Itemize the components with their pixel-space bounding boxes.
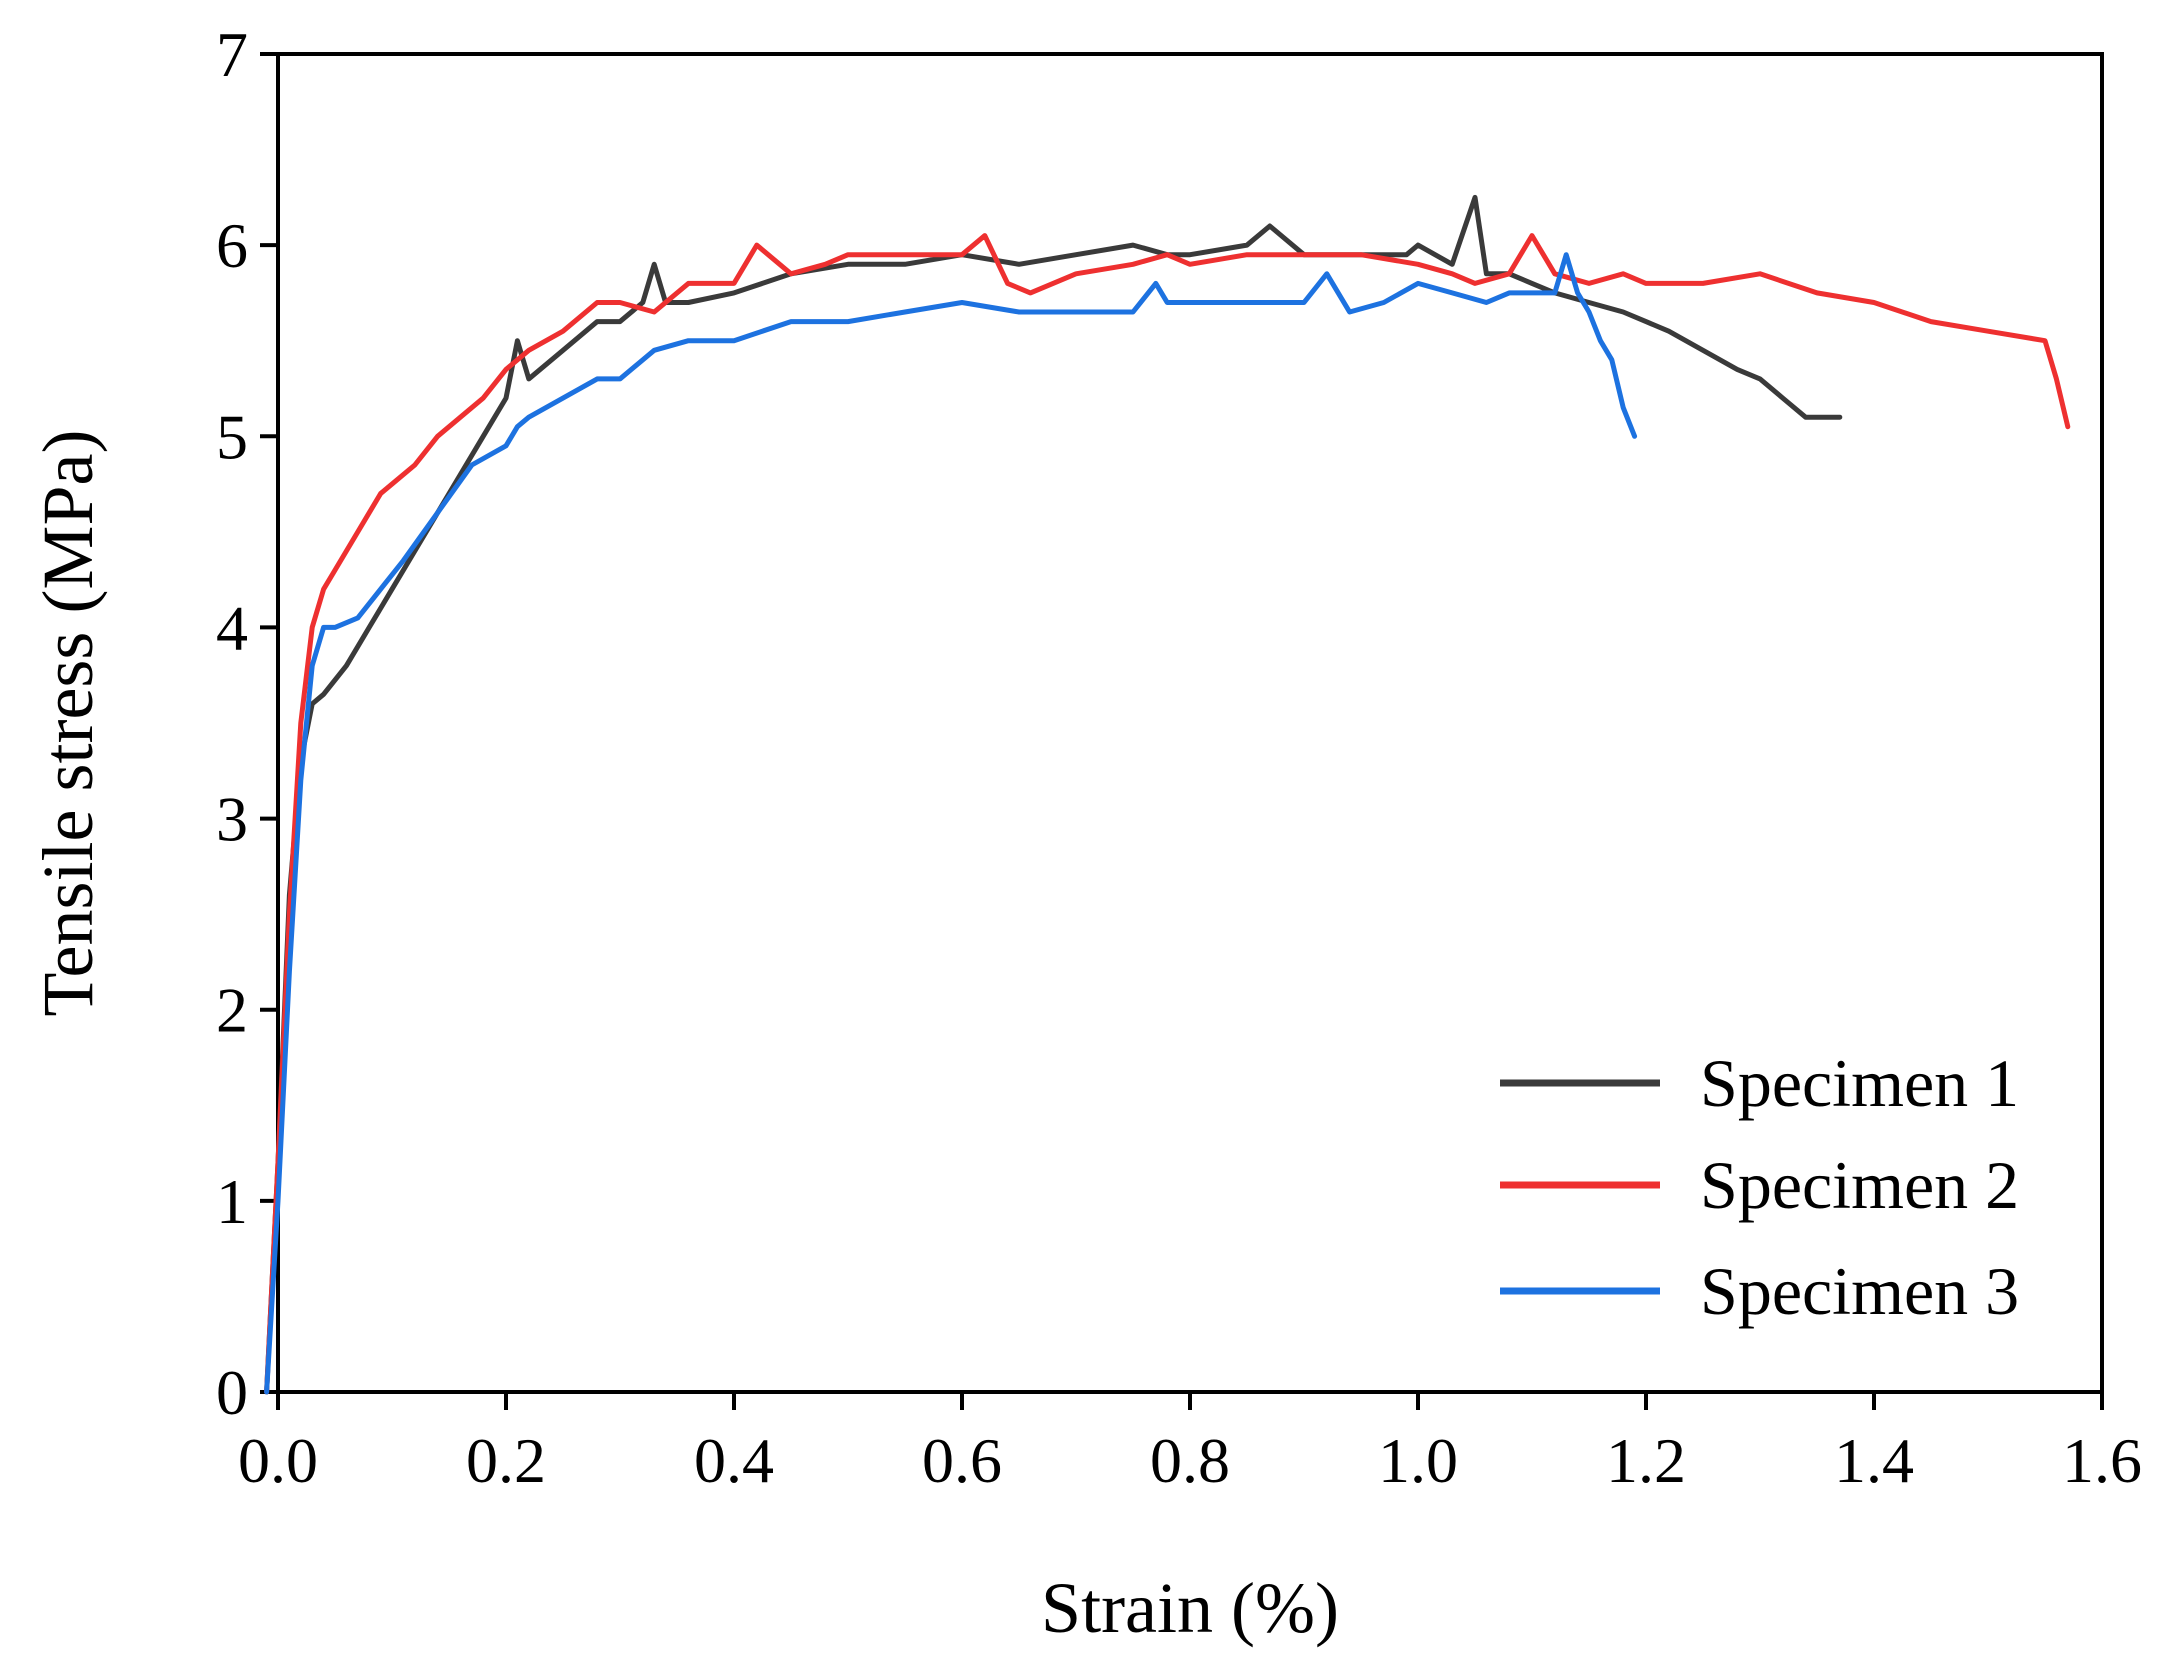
x-tick-label: 0.8	[1150, 1425, 1230, 1496]
y-tick-label: 6	[216, 210, 248, 281]
series-line-specimen-1	[264, 194, 1843, 1395]
x-axis: 0.0 0.2 0.4 0.6 0.8 1.0 1.2 1.4 1.6	[238, 1392, 2142, 1496]
y-tick-label: 1	[216, 1166, 248, 1237]
legend-label-specimen-3: Specimen 3	[1700, 1253, 2019, 1329]
y-tick-label: 0	[216, 1357, 248, 1428]
legend-label-specimen-2: Specimen 2	[1700, 1147, 2019, 1223]
x-tick-label: 0.4	[694, 1425, 774, 1496]
x-tick-label: 0.0	[238, 1425, 318, 1496]
series-layer	[264, 194, 2071, 1395]
x-tick-label: 1.2	[1606, 1425, 1686, 1496]
x-axis-title: Strain (%)	[1041, 1568, 1339, 1648]
series-line-specimen-3	[264, 252, 1638, 1395]
y-tick-label: 2	[216, 975, 248, 1046]
y-axis: 0 1 2 3 4 5 6 7	[216, 19, 278, 1428]
x-tick-label: 0.6	[922, 1425, 1002, 1496]
x-tick-label: 1.6	[2062, 1425, 2142, 1496]
x-tick-label: 1.4	[1834, 1425, 1914, 1496]
legend-label-specimen-1: Specimen 1	[1700, 1045, 2019, 1121]
y-tick-label: 5	[216, 401, 248, 472]
legend: Specimen 1 Specimen 2 Specimen 3	[1500, 1045, 2019, 1329]
series-line-specimen-2	[264, 233, 2071, 1395]
y-tick-label: 7	[216, 19, 248, 90]
x-tick-label: 0.2	[466, 1425, 546, 1496]
y-axis-title: Tensile stress (MPa)	[28, 430, 108, 1017]
x-tick-label: 1.0	[1378, 1425, 1458, 1496]
y-tick-label: 4	[216, 592, 248, 663]
y-tick-label: 3	[216, 784, 248, 855]
